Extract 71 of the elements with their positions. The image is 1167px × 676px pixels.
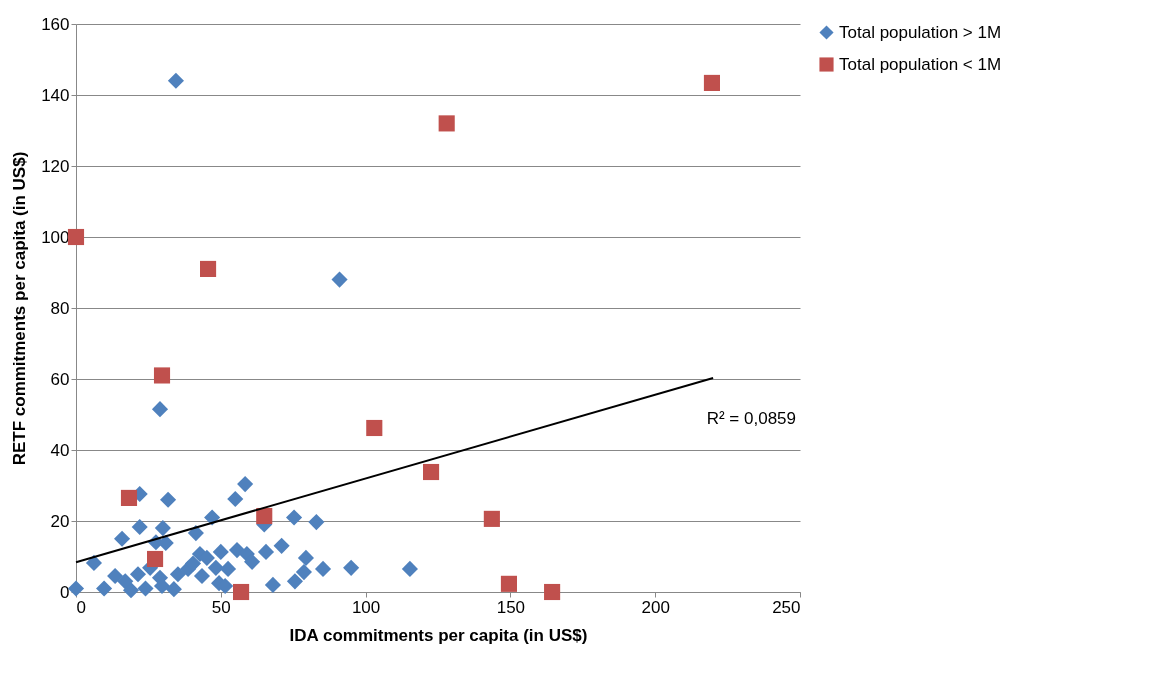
y-tick-label: 40 xyxy=(50,440,70,460)
point xyxy=(295,564,312,581)
y-axis-title: RETF commitments per capita (in US$) xyxy=(10,151,30,466)
y-tick-label: 140 xyxy=(41,85,70,105)
point xyxy=(703,74,721,91)
x-tick-label: 50 xyxy=(211,597,231,617)
point xyxy=(129,566,147,583)
point xyxy=(67,580,85,597)
y-tick-label: 60 xyxy=(50,369,70,389)
point xyxy=(153,367,171,384)
point xyxy=(137,580,154,597)
point xyxy=(401,560,418,577)
point xyxy=(187,525,204,542)
point xyxy=(107,567,124,585)
point xyxy=(85,554,103,571)
point xyxy=(438,115,455,132)
point xyxy=(244,553,261,570)
point xyxy=(233,583,250,601)
point xyxy=(165,581,182,598)
x-tick-label: 250 xyxy=(772,597,801,617)
annotation: R² = 0,0859 xyxy=(706,409,796,428)
point xyxy=(169,566,186,583)
x-axis-title: IDA commitments per capita (in US$) xyxy=(289,625,588,645)
point xyxy=(314,560,332,577)
x-tick-label: 200 xyxy=(641,597,670,617)
point xyxy=(151,401,169,418)
point xyxy=(200,260,217,278)
point xyxy=(219,560,237,577)
point xyxy=(500,575,518,592)
point xyxy=(297,549,314,566)
y-tick-label: 20 xyxy=(50,511,70,531)
point xyxy=(122,582,140,599)
point xyxy=(257,543,275,560)
point xyxy=(286,509,303,526)
x-tick-label: 150 xyxy=(496,597,526,617)
y-tick-label: 100 xyxy=(41,227,70,247)
point xyxy=(343,559,360,576)
legend-label: Total population < 1M xyxy=(839,54,1002,74)
point xyxy=(160,491,177,508)
point xyxy=(331,271,348,288)
point xyxy=(256,507,273,525)
point xyxy=(227,490,244,508)
point xyxy=(544,583,561,601)
point xyxy=(207,559,224,576)
point xyxy=(113,530,131,547)
y-tick-label: 120 xyxy=(41,156,70,176)
point xyxy=(212,543,229,560)
point xyxy=(120,489,138,506)
point xyxy=(184,555,202,572)
point xyxy=(131,518,148,536)
point xyxy=(286,573,303,590)
x-tick-label: 100 xyxy=(351,597,381,617)
point xyxy=(147,550,164,568)
point xyxy=(483,510,500,527)
point xyxy=(117,573,134,590)
point xyxy=(273,537,290,554)
point xyxy=(167,72,184,89)
y-tick-label: 80 xyxy=(50,298,70,318)
point xyxy=(237,476,254,493)
point xyxy=(67,228,85,246)
y-tick-label: 0 xyxy=(60,582,70,602)
point xyxy=(193,567,211,585)
y-tick-label: 160 xyxy=(41,14,70,34)
legend-label: Total population > 1M xyxy=(839,22,1002,42)
point xyxy=(422,463,440,481)
point xyxy=(96,580,113,597)
point xyxy=(366,419,383,437)
x-tick-label: 0 xyxy=(76,597,86,617)
point xyxy=(308,514,325,531)
point xyxy=(154,520,171,537)
point xyxy=(264,576,281,593)
